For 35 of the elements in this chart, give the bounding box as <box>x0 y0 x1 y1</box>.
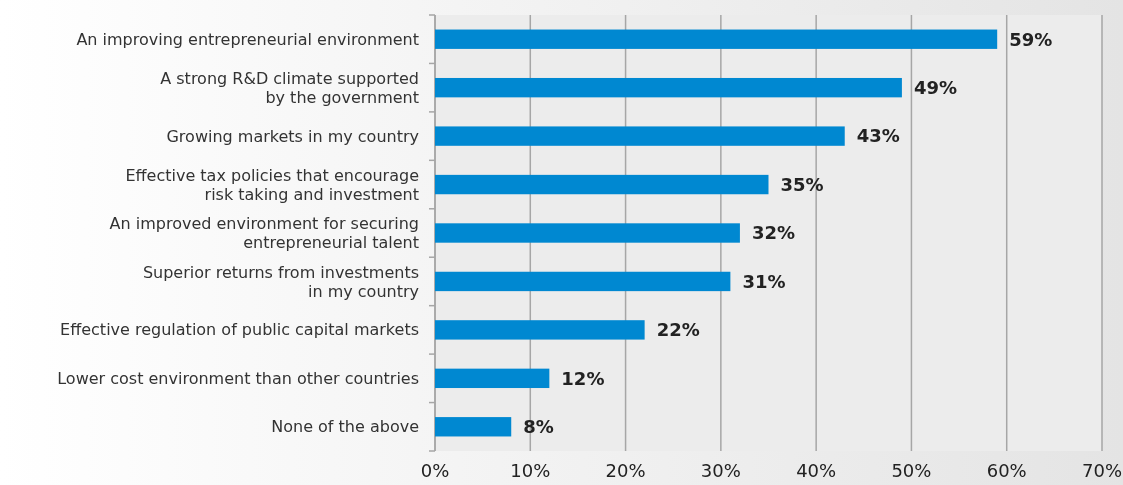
y-tick-label: A strong R&D climate supported by the government <box>160 68 419 107</box>
y-tick-label: An improved environment for securing entrepreneurial talent <box>109 214 419 253</box>
bar <box>435 271 731 292</box>
x-tick-label: 30% <box>700 460 741 481</box>
data-label: 32% <box>751 222 796 244</box>
bar <box>435 368 550 389</box>
x-tick-label: 10% <box>510 460 551 481</box>
bar <box>435 77 902 98</box>
data-label: 35% <box>780 173 824 195</box>
data-label: 22% <box>656 319 700 341</box>
y-tick-label: Lower cost environment than other countries <box>57 368 419 388</box>
data-label: 8% <box>523 416 554 438</box>
bar <box>435 417 512 437</box>
x-tick-label: 60% <box>986 460 1027 481</box>
x-tick-label: 40% <box>796 460 837 481</box>
x-tick-label: 70% <box>1081 460 1123 481</box>
bar <box>435 223 740 243</box>
x-tick-label: 50% <box>891 460 932 481</box>
data-label: 59% <box>1009 28 1053 50</box>
bar <box>435 174 769 195</box>
bar <box>435 320 645 340</box>
y-tick-label: Superior returns from investments in my country <box>142 262 419 301</box>
data-label: 43% <box>856 125 900 147</box>
data-label: 49% <box>913 76 957 98</box>
y-tick-label: None of the above <box>271 417 419 437</box>
y-tick-label: Effective tax policies that encourage risk taking and investment <box>125 165 419 204</box>
y-tick-label: Growing markets in my country <box>166 126 419 146</box>
bar <box>435 126 845 146</box>
x-tick-label: 20% <box>605 460 646 481</box>
bar <box>435 29 998 49</box>
y-tick-label: Effective regulation of public capital markets <box>60 320 419 340</box>
x-tick-label: 0% <box>420 460 450 481</box>
data-label: 12% <box>561 367 605 389</box>
data-label: 31% <box>742 270 786 292</box>
y-tick-label: An improving entrepreneurial environment <box>76 29 419 49</box>
